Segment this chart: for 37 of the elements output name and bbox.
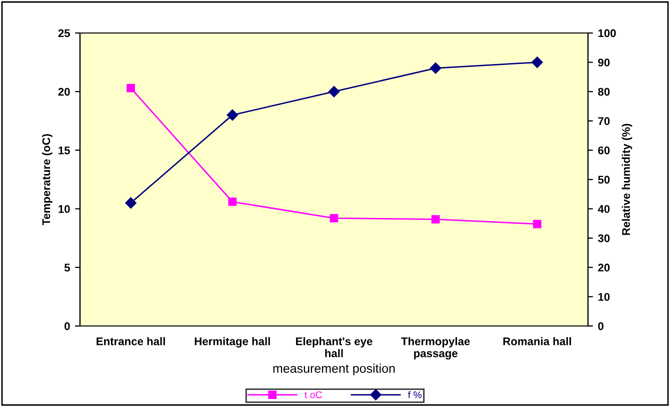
- point: [125, 197, 136, 209]
- y2-tick-label: 30: [598, 234, 610, 242]
- y-axis-title: Temperature (oC): [42, 134, 52, 226]
- y2-tick-label: 10: [598, 292, 610, 301]
- y2-tick-label: 40: [598, 205, 610, 213]
- y-tick-label: 15: [58, 146, 70, 154]
- text: t oC: [304, 391, 322, 398]
- y-tick-label: 20: [58, 88, 70, 96]
- y-tick-label: 10: [58, 205, 70, 213]
- point: [431, 215, 440, 224]
- y2-tick-label: 0: [598, 322, 604, 330]
- y-tick-label: 0: [64, 322, 70, 330]
- point: [330, 214, 338, 222]
- y2-tick-label: 100: [598, 29, 616, 38]
- x-tick-label: Entrance hall: [96, 337, 165, 346]
- point: [533, 220, 542, 228]
- x-tick-label: Romania hall: [503, 337, 571, 346]
- y-tick-label: 5: [64, 264, 70, 272]
- y2-tick-label: 90: [598, 58, 610, 66]
- point: [226, 109, 238, 121]
- y2-tick-label: 50: [598, 176, 610, 184]
- point: [126, 84, 135, 92]
- x-tick-label: Hermitage hall: [194, 337, 270, 348]
- y2-axis-title: Relative humidity (%): [622, 124, 632, 235]
- point: [430, 62, 442, 74]
- x-tick-label: Thermopylae passage: [401, 337, 470, 360]
- x-axis-title: measurement position: [273, 364, 395, 376]
- point: [532, 56, 543, 68]
- x-tick-label: Elephant's eye hall: [296, 337, 372, 358]
- y2-tick-label: 20: [598, 264, 610, 272]
- text: f %: [408, 391, 422, 398]
- y-tick-label: 25: [58, 29, 70, 38]
- point: [328, 86, 340, 98]
- y2-tick-label: 80: [598, 88, 610, 96]
- y2-tick-label: 60: [598, 146, 610, 154]
- y2-tick-label: 70: [598, 117, 610, 126]
- point: [228, 198, 237, 206]
